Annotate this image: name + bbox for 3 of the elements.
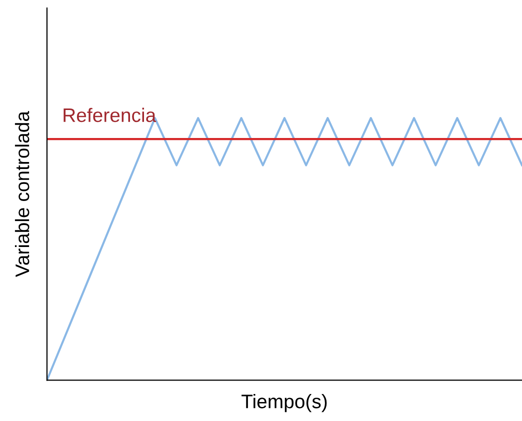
y-axis-title: Variable controlada xyxy=(14,111,30,278)
x-axis-title: Tiempo(s) xyxy=(242,394,327,412)
ref-line-label: Referencia xyxy=(64,108,156,122)
